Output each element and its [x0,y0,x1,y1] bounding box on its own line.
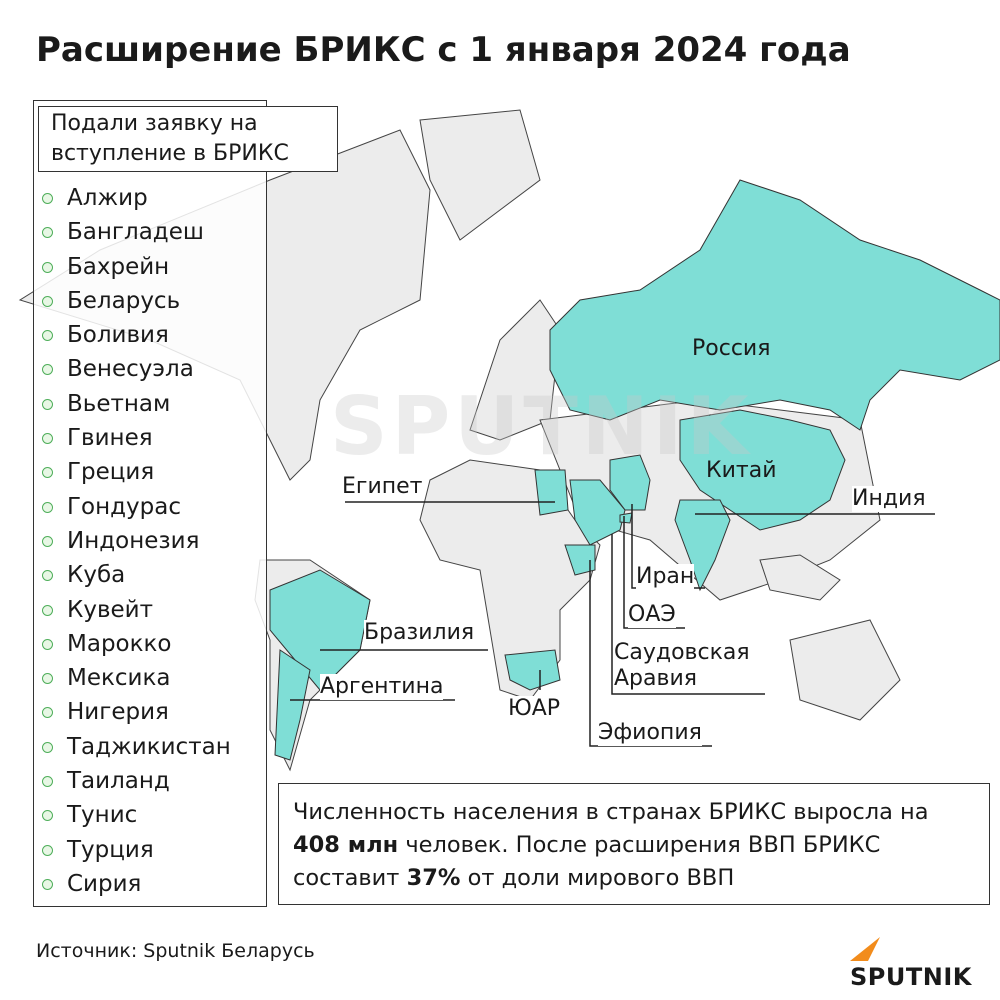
india [674,499,731,592]
brics-members [269,179,1000,761]
applicant-country: Сирия [42,867,231,901]
source-name: Sputnik Беларусь [143,940,315,962]
russia [549,179,1000,431]
country-label: Бразилия [364,620,475,646]
applicant-country: Бахрейн [42,250,231,284]
country-label: Россия [692,336,771,361]
applicant-country: Алжир [42,181,231,215]
applicant-country: Таджикистан [42,730,231,764]
note-text: человек. После расширения ВВП БРИКС сост… [293,832,881,891]
logo: SPUTNIK [850,935,1000,991]
applicant-country: Турция [42,833,231,867]
egypt [534,469,569,516]
australia [789,619,901,721]
country-label: ОАЭ [628,602,676,628]
iran [609,454,651,511]
applicant-country: Венесуэла [42,352,231,386]
note-highlight: 408 млн [293,832,399,858]
applicant-country: Мексика [42,661,231,695]
title: Расширение БРИКС с 1 января 2024 года [36,30,851,70]
country-label: Индия [852,486,926,512]
country-label: Эфиопия [598,720,702,746]
watermark: SPUTNIK [330,380,753,473]
leader-line [623,516,685,629]
greenland [419,109,541,241]
source: Источник: Sputnik Беларусь [36,940,315,962]
applicant-country: Вьетнам [42,387,231,421]
ethiopia [564,544,596,576]
country-label: Аргентина [320,674,444,700]
applicant-country: Тунис [42,798,231,832]
applicant-country: Марокко [42,627,231,661]
applicant-country: Кувейт [42,593,231,627]
country-label: Египет [342,474,423,500]
applicant-country: Индонезия [42,524,231,558]
leader-lines [290,501,935,747]
country-label: Иран [636,564,695,590]
note-highlight: 37% [406,865,461,891]
applicant-country: Куба [42,558,231,592]
applicant-country: Таиланд [42,764,231,798]
country-label: Саудовская Аравия [614,640,764,692]
indonesia [759,554,841,601]
applicant-country: Беларусь [42,284,231,318]
source-label: Источник: [36,940,138,962]
applicant-country: Гондурас [42,490,231,524]
logo-text: SPUTNIK [850,963,972,991]
applicant-country: Бангладеш [42,215,231,249]
uae [619,512,633,524]
applicants-list: Алжир Бангладеш Бахрейн Беларусь Боливия Вене… [42,181,231,901]
leader-line [611,534,765,695]
applicants-heading: Подали заявку на вступление в БРИКС [38,106,338,172]
saudi-arabia [569,479,626,546]
applicant-country: Гвинея [42,421,231,455]
china [679,409,846,531]
leader-line [589,560,712,747]
note-text: Численность населения в странах БРИКС вы… [293,799,929,825]
applicant-country: Боливия [42,318,231,352]
note-text: от доли мирового ВВП [467,865,735,891]
argentina [274,649,311,761]
applicant-country: Нигерия [42,695,231,729]
country-label: Китай [706,458,777,483]
logo-icon [850,937,880,961]
applicants-panel: Подали заявку на вступление в БРИКС Алжи… [33,100,338,907]
info-box: Численность населения в странах БРИКС вы… [278,783,990,905]
country-label: ЮАР [508,696,561,722]
south-africa [504,649,561,691]
applicant-country: Греция [42,455,231,489]
